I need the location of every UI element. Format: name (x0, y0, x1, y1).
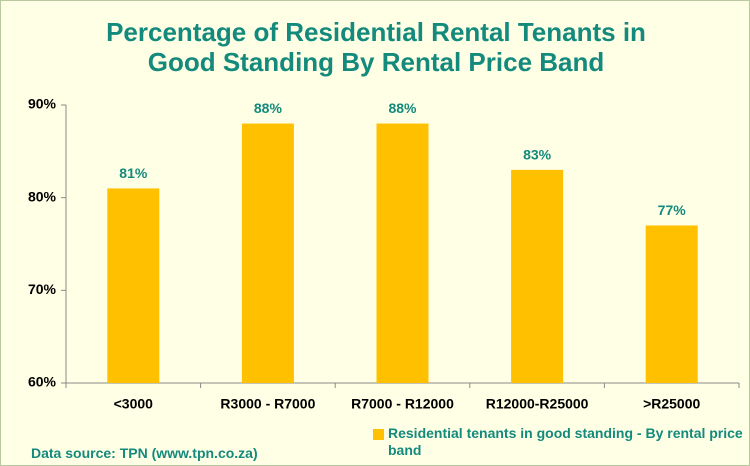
x-tick-label: R3000 - R7000 (220, 396, 315, 412)
y-tick-label: 70% (28, 281, 57, 297)
value-label: 88% (254, 100, 283, 116)
y-tick-label: 90% (28, 96, 57, 112)
legend: Residential tenants in good standing - B… (373, 425, 743, 459)
value-label: 81% (119, 165, 148, 181)
chart-title: Percentage of Residential Rental Tenants… (106, 17, 646, 77)
bar (107, 188, 160, 383)
value-label: 83% (523, 147, 552, 163)
value-label: 77% (658, 202, 687, 218)
bar (376, 123, 429, 384)
y-tick-label: 60% (28, 374, 57, 390)
bar (645, 225, 698, 383)
legend-label: Residential tenants in good standing - B… (388, 425, 743, 458)
x-tick-label: R12000-R25000 (486, 396, 589, 412)
bar (241, 123, 294, 384)
x-tick-label: <3000 (114, 396, 154, 412)
value-label: 88% (388, 100, 417, 116)
x-tick-label: R7000 - R12000 (351, 396, 454, 412)
x-tick-label: >R25000 (643, 396, 700, 412)
legend-swatch (373, 429, 384, 440)
y-tick-label: 80% (28, 188, 57, 204)
bar (511, 169, 564, 383)
source-note: Data source: TPN (www.tpn.co.za) (31, 445, 258, 461)
